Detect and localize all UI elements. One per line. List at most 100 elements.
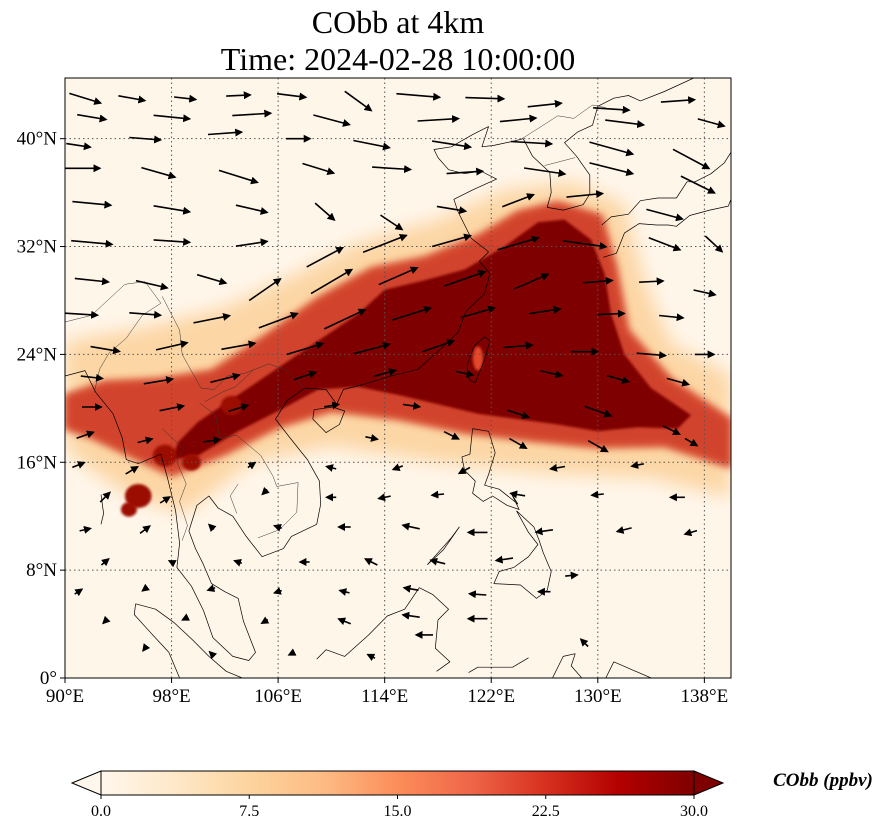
wind-arrow xyxy=(258,312,299,329)
wind-arrow xyxy=(456,369,475,378)
coastline-segment xyxy=(493,510,552,599)
colorbar-ticks: 0.0 7.5 15.0 22.5 30.0 xyxy=(91,795,708,820)
wind-arrow xyxy=(430,490,445,499)
wind-arrow xyxy=(646,208,684,222)
wind-arrow xyxy=(221,340,257,351)
wind-arrow xyxy=(235,238,269,247)
wind-arrow xyxy=(587,440,609,453)
colorbar-tick-label: 22.5 xyxy=(532,803,560,820)
wind-arrow xyxy=(590,490,604,499)
wind-arrow xyxy=(680,175,716,194)
wind-arrow xyxy=(118,95,147,104)
wind-arrow xyxy=(228,403,250,413)
wind-arrow xyxy=(167,560,177,568)
wind-arrow xyxy=(506,409,531,420)
wind-arrow xyxy=(417,114,460,123)
lon-tick-label: 106°E xyxy=(254,686,302,707)
plume-hotspot xyxy=(120,502,137,517)
wind-arrow xyxy=(402,401,422,410)
wind-arrow xyxy=(232,109,273,118)
wind-arrow xyxy=(365,434,379,442)
wind-arrow xyxy=(391,306,433,321)
wind-arrow xyxy=(589,162,635,177)
wind-arrow xyxy=(378,266,419,286)
wind-arrow xyxy=(494,555,514,564)
wind-arrow xyxy=(202,436,222,445)
coastline-segment xyxy=(552,653,583,678)
wind-arrow xyxy=(672,148,711,170)
border-segment xyxy=(544,157,576,166)
wind-arrow xyxy=(286,341,325,356)
wind-arrow xyxy=(74,277,110,286)
wind-arrow xyxy=(422,339,456,353)
wind-arrow xyxy=(509,490,526,499)
wind-arrow xyxy=(605,119,646,129)
wind-arrow xyxy=(247,461,257,470)
lat-tick-label: 32°N xyxy=(17,237,58,258)
wind-arrow xyxy=(129,310,163,319)
map-title-line-2: Time: 2024-02-28 10:00:00 xyxy=(221,41,575,77)
wind-arrow xyxy=(509,437,528,449)
coastline-segment xyxy=(65,78,694,661)
coastline-segment xyxy=(601,152,731,226)
wind-arrow xyxy=(373,368,398,378)
lon-axis: 90°E 98°E 106°E 114°E 122°E 130°E 138°E xyxy=(46,678,728,707)
wind-arrow xyxy=(443,430,460,440)
wind-arrow xyxy=(443,270,487,287)
wind-arrow xyxy=(207,523,217,532)
wind-arrow xyxy=(502,193,535,208)
wind-arrow xyxy=(137,436,154,445)
colorbar-extend-low xyxy=(70,770,102,796)
wind-arrow xyxy=(589,141,635,157)
wind-arrow xyxy=(457,466,471,475)
border-segment xyxy=(65,281,162,393)
wind-arrow xyxy=(206,584,216,592)
colorbar-tick-label: 30.0 xyxy=(680,803,708,820)
coastline-segment xyxy=(602,199,731,258)
lon-tick-label: 98°E xyxy=(152,686,190,707)
concentration-field xyxy=(65,181,731,517)
wind-arrow xyxy=(74,588,84,597)
wind-arrow xyxy=(401,522,420,531)
wind-arrow xyxy=(141,583,151,592)
map-frame xyxy=(64,77,732,679)
wind-arrow xyxy=(181,613,191,621)
colorbar-body xyxy=(100,770,695,796)
wind-arrow xyxy=(153,205,192,215)
wind-arrow xyxy=(566,190,605,199)
wind-arrow xyxy=(465,94,506,103)
wind-arrow xyxy=(344,90,373,112)
wind-arrow xyxy=(90,345,121,355)
coastline-segment xyxy=(133,603,180,678)
wind-arrow xyxy=(324,401,341,410)
wind-arrow xyxy=(527,99,563,108)
wind-arrow xyxy=(293,370,318,381)
colorbar-tick-label: 0.0 xyxy=(91,803,111,820)
wind-arrow xyxy=(377,493,391,502)
wind-arrow xyxy=(503,341,534,350)
wind-arrow xyxy=(69,92,103,105)
wind-arrow xyxy=(436,205,468,215)
wind-arrow xyxy=(579,638,589,648)
lon-tick-label: 138°E xyxy=(681,686,729,707)
wind-arrow xyxy=(510,139,554,148)
wind-arrow xyxy=(565,571,579,580)
lon-tick-label: 122°E xyxy=(467,686,515,707)
lat-tick-label: 0° xyxy=(40,668,57,689)
wind-arrow xyxy=(314,202,336,221)
wind-arrow xyxy=(659,313,685,322)
wind-arrow xyxy=(683,528,698,537)
wind-arrow xyxy=(396,92,442,101)
plume-hotspot xyxy=(124,483,152,508)
wind-arrow xyxy=(467,590,487,599)
colorbar-tick-label: 7.5 xyxy=(239,803,259,820)
wind-arrow xyxy=(208,650,218,660)
wind-arrow xyxy=(583,276,614,285)
wind-arrow xyxy=(514,273,550,290)
wind-arrow xyxy=(141,166,177,180)
wind-arrow xyxy=(693,289,717,298)
wind-arrow xyxy=(446,167,485,176)
wind-arrow xyxy=(306,246,345,268)
wind-arrow xyxy=(155,340,189,351)
